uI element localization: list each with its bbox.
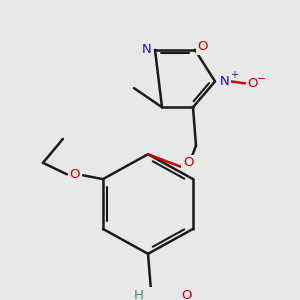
- Text: N: N: [142, 43, 152, 56]
- Text: O: O: [183, 156, 193, 169]
- Text: O: O: [248, 77, 258, 90]
- Text: N: N: [220, 75, 230, 88]
- Text: +: +: [230, 70, 238, 80]
- Text: O: O: [198, 40, 208, 53]
- Text: H: H: [134, 289, 144, 300]
- Text: O: O: [181, 289, 191, 300]
- Text: −: −: [257, 74, 267, 83]
- Text: O: O: [70, 168, 80, 181]
